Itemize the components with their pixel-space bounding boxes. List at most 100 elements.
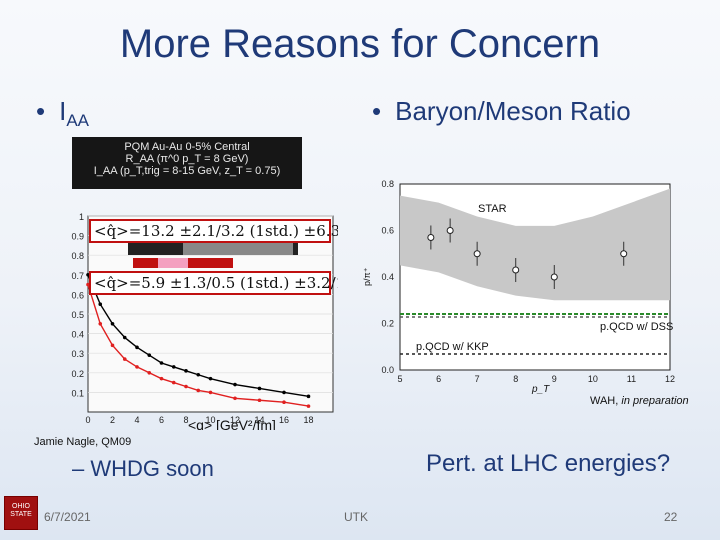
annotation-box-1 — [89, 219, 331, 243]
wah-prefix: WAH, — [590, 395, 622, 407]
band-pink — [158, 258, 188, 268]
pqm-legend-line-1: PQM Au-Au 0-5% Central — [124, 141, 250, 153]
ohio-state-logo: OHIO STATE — [4, 496, 38, 530]
iaa-x-tick-label: 2 — [110, 415, 115, 425]
iaa-data-point — [147, 371, 152, 375]
iaa-y-tick-label: 0.8 — [71, 251, 84, 261]
bullet-iaa-main: I — [59, 96, 67, 126]
iaa-data-point — [282, 390, 286, 395]
iaa-y-tick-label: 0.4 — [71, 330, 84, 340]
wah-italic: in preparation — [621, 395, 689, 407]
ratio-y-tick-label: 0.4 — [381, 272, 394, 282]
iaa-data-point — [208, 376, 213, 381]
theory-band — [400, 188, 670, 301]
iaa-y-tick-label: 0.2 — [71, 369, 84, 379]
iaa-data-point — [196, 388, 201, 393]
footer-date: 6/7/2021 — [44, 510, 91, 524]
iaa-chart: 0.1 0.2 0.3 0.4 0.5 0.6 0.7 0.8 0.9 1 0 2 4 6 8 10 12 14… — [71, 212, 338, 430]
bullet-iaa: • IAA — [36, 96, 89, 131]
ratio-x-label: p_T — [531, 384, 550, 395]
ratio-x-ticks: 5 6 7 8 9 10 11 12 — [397, 374, 675, 384]
bullet-baryon-meson-text: Baryon/Meson Ratio — [395, 96, 631, 126]
iaa-data-point — [122, 357, 127, 361]
iaa-data-point — [233, 396, 237, 401]
pqm-legend-line-2: R_AA (π^0 p_T = 8 GeV) — [125, 153, 249, 165]
pqm-legend-line-3: I_AA (p_T,trig = 8-15 GeV, z_T = 0.75) — [93, 165, 281, 177]
iaa-x-tick-label: 10 — [205, 415, 215, 425]
iaa-y-tick-label: 0.9 — [71, 232, 84, 242]
iaa-data-point — [98, 302, 103, 306]
iaa-x-tick-label: 6 — [159, 415, 164, 425]
ratio-y-label: p/π⁺ — [362, 267, 372, 286]
ratio-x-tick-label: 10 — [588, 374, 598, 384]
pqm-legend-box: PQM Au-Au 0-5% Central R_AA (π^0 p_T = 8… — [72, 137, 302, 189]
annotation-qhat-1: <q̂>=13.2 ±2.1/3.2 (1std.) ±6.3/5.2 (2st… — [94, 222, 338, 240]
ratio-y-ticks: 0.0 0.2 0.4 0.6 0.8 — [381, 179, 394, 375]
iaa-y-tick-label: 0.3 — [71, 349, 84, 359]
iaa-y-tick-label: 0.5 — [71, 310, 84, 320]
iaa-data-point — [171, 380, 176, 385]
star-points — [427, 218, 628, 289]
iaa-data-point — [159, 361, 164, 365]
iaa-data-point — [184, 369, 188, 373]
iaa-x-tick-label: 18 — [303, 415, 313, 425]
ratio-x-tick-label: 9 — [552, 374, 557, 384]
iaa-data-point — [257, 386, 262, 391]
iaa-data-point — [171, 365, 176, 369]
iaa-data-point — [196, 372, 201, 377]
iaa-data-point — [110, 343, 115, 348]
credit-text: Jamie Nagle, QM09 — [34, 436, 132, 448]
iaa-data-point — [184, 384, 188, 389]
iaa-x-tick-label: 16 — [279, 415, 289, 425]
star-data-point — [446, 227, 454, 234]
iaa-y-ticks: 0.1 0.2 0.3 0.4 0.5 0.6 0.7 0.8 0.9 1 — [71, 212, 84, 398]
iaa-data-point — [110, 322, 115, 326]
band-grey — [183, 243, 293, 255]
ratio-y-tick-label: 0.0 — [381, 365, 394, 375]
iaa-data-point — [208, 390, 213, 395]
iaa-data-point — [306, 394, 311, 399]
iaa-x-tick-label: 14 — [254, 415, 264, 425]
footer-center: UTK — [344, 510, 368, 524]
ratio-y-tick-label: 0.6 — [381, 226, 394, 236]
iaa-data-point — [135, 365, 139, 369]
iaa-y-tick-label: 0.7 — [71, 271, 84, 281]
iaa-data-point — [282, 400, 286, 404]
annotation-qhat-2: <q̂>=5.9 ±1.3/0.5 (1std.) ±3.2/1.7 (2std… — [94, 274, 338, 292]
ratio-x-tick-label: 7 — [475, 374, 480, 384]
iaa-data-point — [159, 376, 164, 381]
iaa-y-tick-label: 0.6 — [71, 290, 84, 300]
iaa-y-tick-label: 1 — [79, 212, 84, 222]
star-data-point — [550, 273, 558, 281]
iaa-data-point — [98, 322, 103, 326]
iaa-data-point — [147, 353, 152, 357]
ratio-y-tick-label: 0.8 — [381, 179, 394, 189]
iaa-data-point — [233, 382, 237, 387]
iaa-x-tick-label: 12 — [230, 415, 240, 425]
pert-lhc-text: Pert. at LHC energies? — [426, 450, 671, 477]
ratio-x-tick-label: 6 — [436, 374, 441, 384]
star-data-point — [473, 250, 481, 258]
bullet-dot: • — [36, 96, 46, 126]
iaa-x-tick-label: 8 — [183, 415, 188, 425]
iaa-series — [86, 273, 311, 408]
ratio-x-tick-label: 8 — [513, 374, 518, 384]
sub-bullet-whdg: – WHDG soon — [72, 456, 214, 481]
ratio-y-tick-label: 0.2 — [381, 319, 394, 329]
iaa-data-point — [135, 345, 139, 350]
page-number: 22 — [664, 510, 678, 524]
iaa-x-ticks: 0 2 4 6 8 10 12 14 16 18 — [85, 415, 313, 425]
bullet-dot: • — [372, 96, 382, 126]
bullet-iaa-sub: AA — [66, 111, 90, 130]
iaa-y-tick-label: 0.1 — [71, 388, 84, 398]
ratio-x-tick-label: 11 — [627, 374, 636, 384]
wah-note: WAH, in preparation — [590, 395, 689, 407]
ratio-x-tick-label: 5 — [397, 374, 402, 384]
star-data-point — [512, 266, 520, 274]
ratio-x-tick-label: 12 — [665, 374, 675, 384]
ratio-chart: 0.0 0.2 0.4 0.6 0.8 5 6 7 8 9 10 11 12 STAR p.QCD w… — [362, 179, 675, 395]
kkp-label: p.QCD w/ KKP — [416, 341, 489, 353]
star-data-point — [427, 233, 435, 241]
iaa-data-point — [86, 282, 90, 287]
iaa-data-point — [306, 404, 311, 408]
